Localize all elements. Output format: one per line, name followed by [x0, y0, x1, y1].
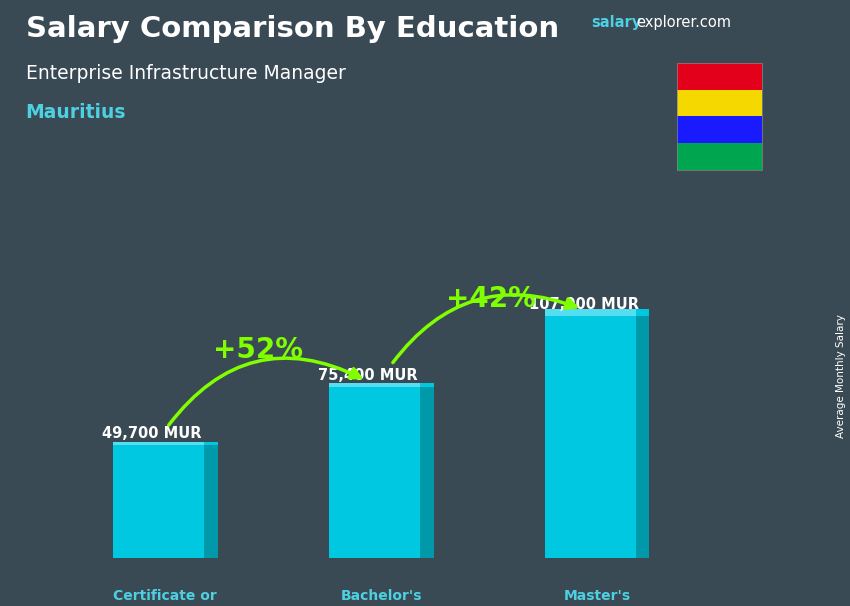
Text: explorer.com: explorer.com: [636, 15, 731, 30]
Bar: [329, 387, 420, 558]
Text: salary: salary: [591, 15, 641, 30]
Bar: [636, 316, 649, 558]
Bar: [204, 442, 218, 445]
Text: Salary Comparison By Education: Salary Comparison By Education: [26, 15, 558, 43]
Text: +52%: +52%: [212, 336, 303, 364]
Bar: [420, 387, 434, 558]
Text: Mauritius: Mauritius: [26, 103, 126, 122]
Text: 75,400 MUR: 75,400 MUR: [318, 368, 417, 383]
Text: Average Monthly Salary: Average Monthly Salary: [836, 314, 846, 438]
Bar: [636, 309, 649, 316]
Bar: [329, 382, 420, 387]
Bar: [204, 445, 218, 558]
Text: +42%: +42%: [446, 285, 536, 313]
Text: Enterprise Infrastructure Manager: Enterprise Infrastructure Manager: [26, 64, 345, 82]
Text: Master's
Degree: Master's Degree: [564, 589, 631, 606]
Bar: [113, 442, 204, 445]
Bar: [420, 382, 434, 387]
Bar: [113, 445, 204, 558]
Bar: [545, 309, 636, 316]
Text: 107,000 MUR: 107,000 MUR: [529, 296, 639, 311]
Bar: [545, 316, 636, 558]
Text: Certificate or
Diploma: Certificate or Diploma: [114, 589, 218, 606]
Text: 49,700 MUR: 49,700 MUR: [102, 426, 201, 441]
Text: Bachelor's
Degree: Bachelor's Degree: [341, 589, 422, 606]
